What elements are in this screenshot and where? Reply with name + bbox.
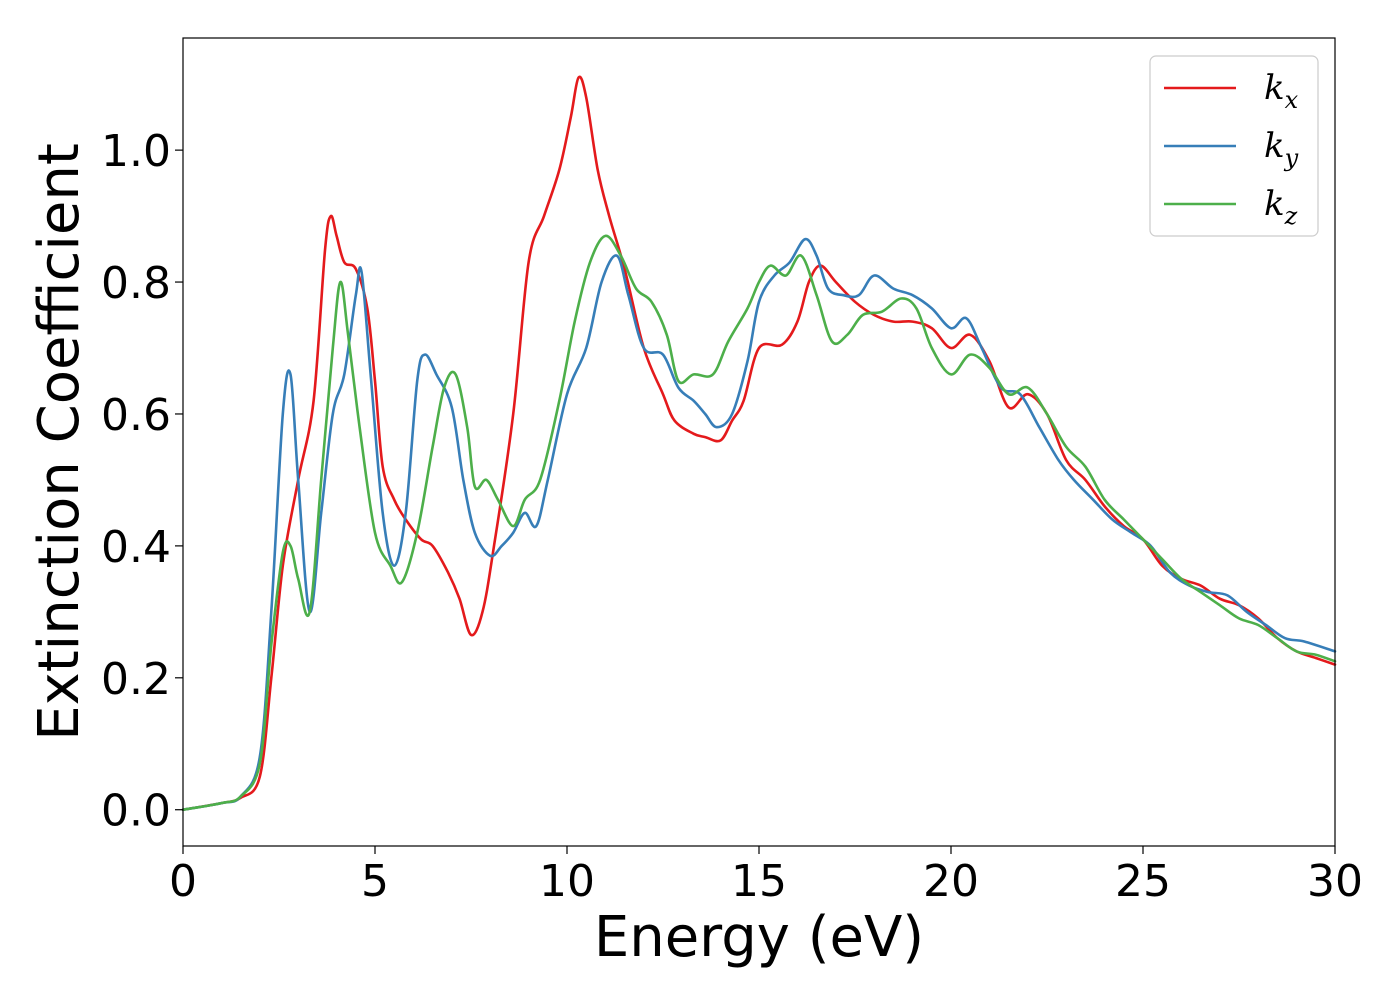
x-tick-label: 15 [731,856,787,907]
y-axis: 0.0 0.2 0.4 0.6 0.8 1.0 [101,126,183,837]
y-tick-label: 0.2 [101,654,171,705]
x-axis: 0 5 10 15 20 25 30 [169,846,1363,907]
x-tick-label: 30 [1307,856,1363,907]
series-line-k-z [181,234,1337,811]
x-axis-label: Energy (eV) [594,905,924,970]
y-tick-label: 0.0 [101,786,171,837]
y-tick-label: 0.4 [101,522,171,573]
x-tick-label: 25 [1115,856,1171,907]
y-tick-label: 0.6 [101,390,171,441]
series-line-k-x [181,75,1337,811]
series-line-k-y [181,237,1337,811]
legend-label-k-z: kz [1264,184,1298,230]
x-tick-label: 0 [169,856,197,907]
series-layer [181,75,1337,811]
y-axis-label: Extinction Coefficient [27,143,92,741]
legend-label-k-y: ky [1264,126,1299,172]
legend: kx ky kz [1149,55,1319,237]
y-tick-label: 1.0 [101,126,171,177]
x-tick-label: 5 [361,856,389,907]
x-tick-label: 10 [539,856,595,907]
y-tick-label: 0.8 [101,258,171,309]
legend-label-k-x: kx [1264,68,1299,114]
x-tick-label: 20 [923,856,979,907]
